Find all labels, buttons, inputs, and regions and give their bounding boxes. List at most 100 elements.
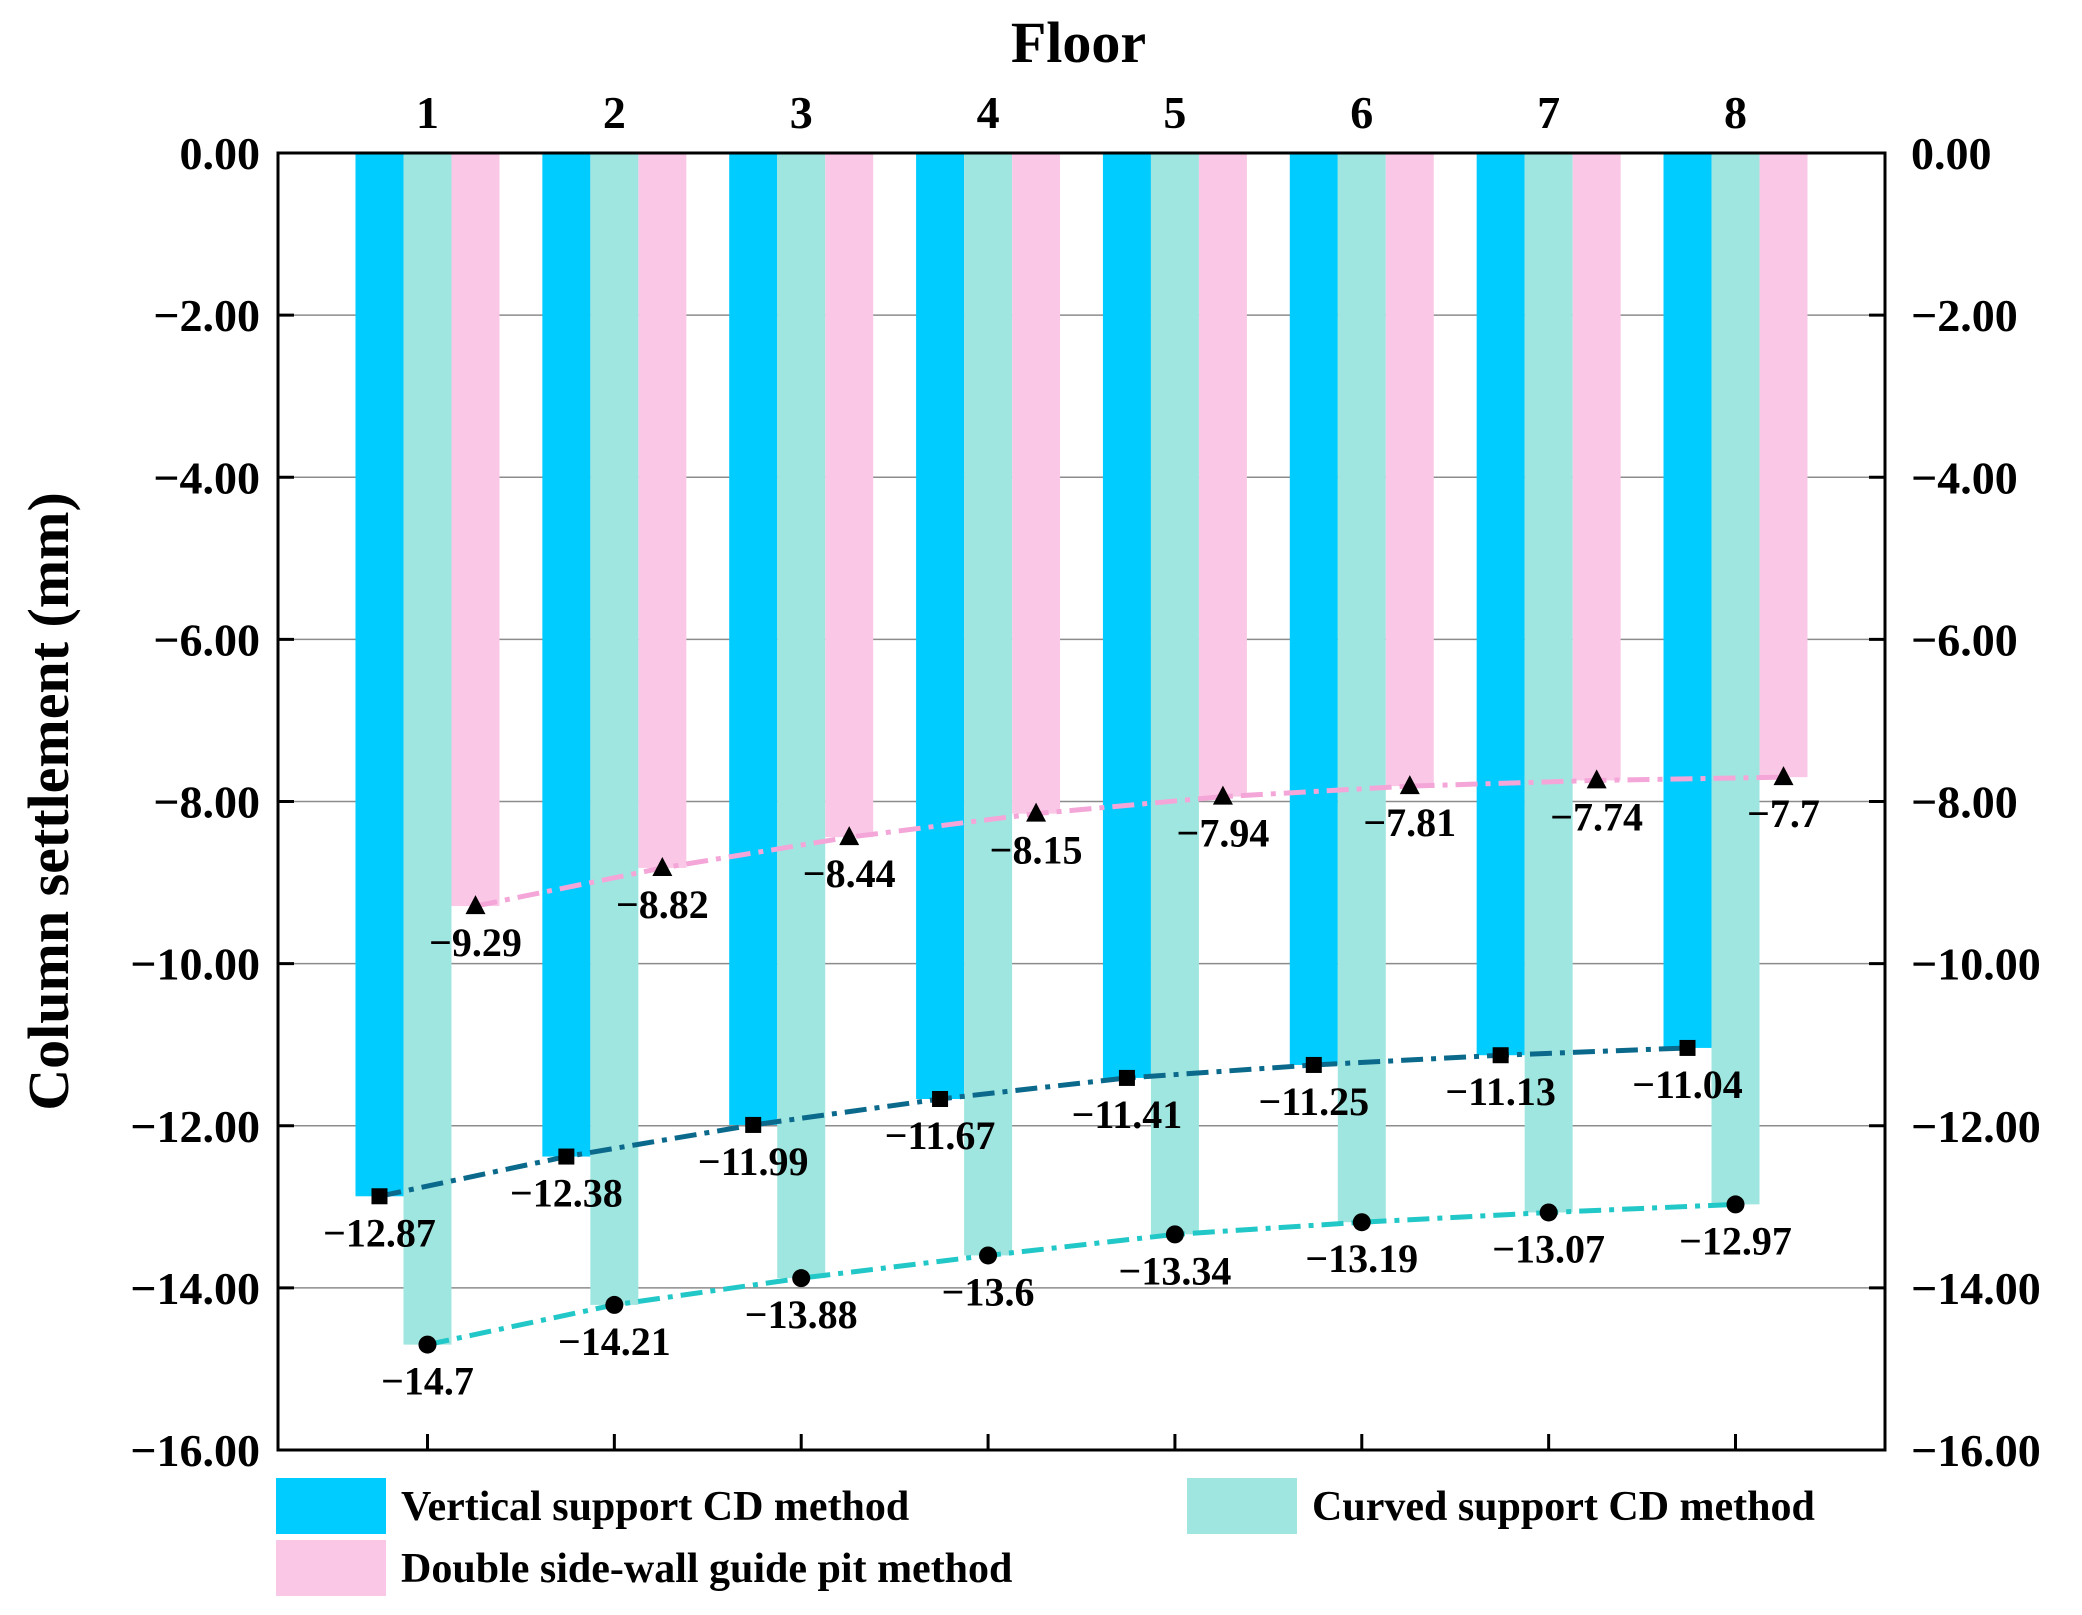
marker-1-8 — [1679, 1039, 1696, 1056]
y-tick-label-left: −10.00 — [130, 939, 260, 990]
data-label-1-6: −11.25 — [1258, 1079, 1369, 1124]
legend-label-2: Curved support CD method — [1312, 1484, 1815, 1530]
data-label-3-5: −7.94 — [1177, 811, 1270, 856]
y-tick-label-right: −4.00 — [1911, 452, 2018, 503]
marker-1-5 — [1118, 1069, 1135, 1086]
bar-3-5 — [1198, 153, 1247, 797]
bar-3-6 — [1385, 153, 1434, 787]
bar-3-1 — [451, 153, 500, 907]
marker-3-8 — [1773, 766, 1794, 786]
marker-3-7 — [1586, 769, 1607, 789]
marker-1-3 — [745, 1116, 762, 1133]
data-label-1-2: −12.38 — [510, 1171, 623, 1216]
data-label-2-1: −14.7 — [381, 1359, 474, 1404]
x-tick-label: 5 — [1163, 87, 1186, 138]
data-label-3-7: −7.74 — [1550, 794, 1643, 839]
data-label-2-5: −13.34 — [1119, 1248, 1232, 1293]
y-tick-label-left: −6.00 — [153, 614, 260, 665]
data-label-3-2: −8.82 — [616, 882, 709, 927]
bar-3-2 — [638, 153, 687, 868]
marker-2-4 — [979, 1246, 998, 1265]
data-label-3-1: −9.29 — [429, 920, 522, 965]
bar-1-8 — [1663, 153, 1712, 1048]
y-tick-label-right: 0.00 — [1911, 128, 1992, 179]
y-tick-label-left: −14.00 — [130, 1263, 260, 1314]
legend-swatch-3 — [276, 1540, 386, 1596]
y-tick-label-right: −14.00 — [1911, 1263, 2041, 1314]
data-label-1-8: −11.04 — [1632, 1062, 1743, 1107]
bar-2-7 — [1524, 153, 1573, 1213]
bar-1-5 — [1102, 153, 1151, 1078]
y-tick-label-right: −10.00 — [1911, 939, 2041, 990]
bar-3-8 — [1759, 153, 1808, 778]
data-label-1-1: −12.87 — [323, 1210, 436, 1255]
y-tick-label-right: −6.00 — [1911, 614, 2018, 665]
bar-3-3 — [825, 153, 874, 838]
bar-1-4 — [916, 153, 965, 1099]
y-tick-label-right: −8.00 — [1911, 777, 2018, 828]
bar-3-4 — [1012, 153, 1061, 814]
marker-2-2 — [605, 1295, 624, 1314]
marker-3-2 — [652, 856, 673, 876]
bar-1-2 — [542, 153, 591, 1157]
bar-2-4 — [964, 153, 1013, 1256]
bar-2-2 — [590, 153, 639, 1305]
marker-2-5 — [1165, 1225, 1184, 1244]
bar-1-7 — [1476, 153, 1525, 1056]
bar-2-3 — [777, 153, 826, 1279]
marker-3-5 — [1212, 785, 1233, 805]
y-tick-label-right: −2.00 — [1911, 290, 2018, 341]
trend-line-3 — [474, 774, 1784, 909]
legend-swatch-2 — [1187, 1478, 1297, 1534]
trend-line-2 — [426, 1201, 1736, 1348]
trend-line-1 — [378, 1045, 1688, 1199]
data-label-3-6: −7.81 — [1363, 800, 1456, 845]
marker-3-6 — [1399, 775, 1420, 795]
marker-3-3 — [839, 826, 860, 846]
bar-2-1 — [403, 153, 452, 1345]
data-label-1-7: −11.13 — [1445, 1069, 1556, 1114]
marker-2-7 — [1539, 1203, 1558, 1222]
data-label-3-3: −8.44 — [803, 851, 896, 896]
data-label-2-7: −13.07 — [1492, 1226, 1605, 1271]
marker-1-4 — [932, 1090, 949, 1107]
y-tick-label-left: −4.00 — [153, 452, 260, 503]
data-label-2-4: −13.6 — [942, 1269, 1035, 1314]
legend-swatch-1 — [276, 1478, 386, 1534]
legend-label-1: Vertical support CD method — [401, 1484, 909, 1530]
x-tick-label: 3 — [790, 87, 813, 138]
y-tick-label-right: −12.00 — [1911, 1101, 2041, 1152]
marker-2-1 — [418, 1335, 437, 1354]
data-label-3-8: −7.7 — [1747, 791, 1820, 836]
y-tick-label-left: −8.00 — [153, 777, 260, 828]
x-tick-label: 4 — [977, 87, 1000, 138]
bar-1-6 — [1289, 153, 1338, 1065]
marker-2-6 — [1352, 1213, 1371, 1232]
marker-1-1 — [371, 1188, 388, 1205]
marker-1-6 — [1305, 1056, 1322, 1073]
data-label-2-6: −13.19 — [1305, 1236, 1418, 1281]
bar-1-1 — [355, 153, 404, 1197]
x-axis-title: Floor — [1011, 10, 1146, 75]
x-tick-label: 1 — [416, 87, 439, 138]
y-axis-title: Column settlement (mm) — [16, 492, 81, 1111]
bar-3-7 — [1572, 153, 1621, 781]
bar-2-5 — [1150, 153, 1199, 1235]
x-tick-label: 2 — [603, 87, 626, 138]
data-label-1-3: −11.99 — [698, 1139, 809, 1184]
x-tick-label: 8 — [1724, 87, 1747, 138]
x-tick-label: 7 — [1537, 87, 1560, 138]
y-tick-label-left: −12.00 — [130, 1101, 260, 1152]
data-label-3-4: −8.15 — [990, 828, 1083, 873]
data-label-2-2: −14.21 — [558, 1319, 671, 1364]
legend-label-3: Double side-wall guide pit method — [401, 1546, 1012, 1592]
marker-3-1 — [465, 895, 486, 915]
y-tick-label-left: −2.00 — [153, 290, 260, 341]
data-label-1-4: −11.67 — [885, 1113, 996, 1158]
bar-2-6 — [1337, 153, 1386, 1223]
y-tick-label-left: 0.00 — [180, 128, 261, 179]
marker-1-7 — [1492, 1047, 1509, 1064]
marker-2-8 — [1726, 1195, 1745, 1214]
marker-2-3 — [792, 1269, 811, 1288]
